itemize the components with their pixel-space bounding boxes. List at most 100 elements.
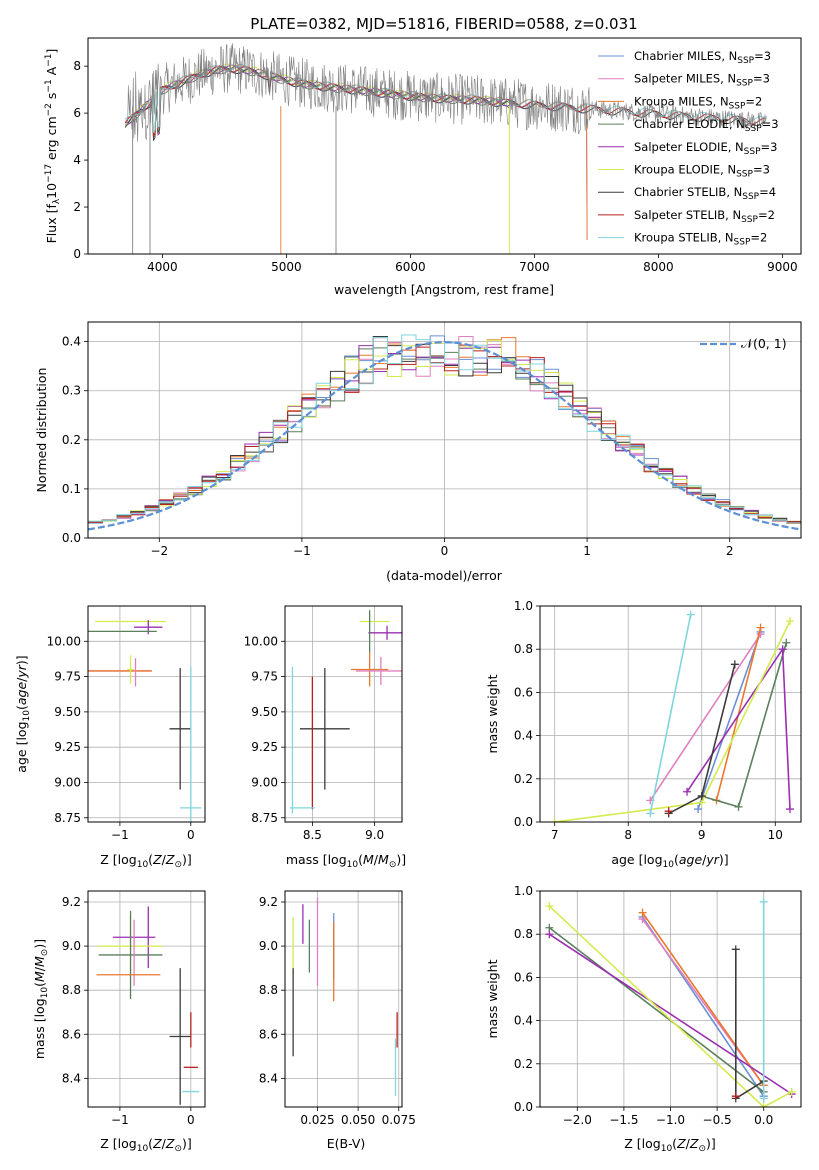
x-tick-label: 5000 (271, 260, 302, 274)
y-tick-label: 0.4 (514, 729, 533, 743)
label-part: SSP (736, 170, 753, 180)
weight-point-salpeter_stelib (664, 807, 673, 816)
y-tick-label: 0.0 (514, 1100, 533, 1114)
weight-point-kroupa_elodie (545, 902, 554, 911)
mass-vs-ebv-panel: 0.025 0.050 0.075 8.4 8.6 8.8 9.0 9.2 E(B-V) (259, 890, 416, 1151)
y-tick-label: 0.6 (514, 970, 533, 984)
y-tick-label: 8.4 (259, 1071, 278, 1085)
x-tick-label: 0.050 (341, 1113, 375, 1127)
label-part: )] (719, 852, 729, 867)
weight-point-kroupa_elodie (550, 818, 559, 822)
label-part: age (14, 682, 29, 706)
weight-line-salpeter_elodie (548, 933, 793, 1095)
label-part: ( (32, 982, 47, 987)
label-part: age [log (611, 852, 662, 867)
y-tick-label: 0.1 (62, 482, 81, 496)
y-tick-label: 8 (73, 59, 81, 73)
legend-label: Kroupa ELODIE, NSSP=3 (634, 163, 770, 180)
label-part: SSP (745, 124, 762, 134)
label-part: erg cm (44, 116, 59, 164)
y-axis-label: Normed distribution (34, 368, 49, 493)
label-part: / (32, 966, 47, 971)
weight-point-salpeter_elodie (785, 805, 794, 814)
label-part: ( (148, 1136, 153, 1151)
axes-frame (87, 37, 802, 255)
label-part: )] (182, 852, 192, 867)
label-part: M (363, 852, 374, 867)
y-tick-label: 9.00 (251, 775, 278, 789)
spectrum-panel: 4000 5000 6000 7000 8000 9000 0 2 4 6 8 wavelength … (44, 37, 802, 297)
y-tick-label: 0.0 (62, 531, 81, 545)
label-part: s (44, 93, 59, 104)
x-tick-label: 0.025 (300, 1113, 334, 1127)
y-tick-label: 9.75 (251, 670, 278, 684)
y-tick-label: 0 (73, 247, 81, 261)
x-tick-label: −1 (111, 828, 129, 842)
weight-point-salpeter_elodie (778, 645, 787, 654)
label-part: )] (396, 852, 406, 867)
label-part: age (679, 852, 703, 867)
label-part: SSP (744, 147, 761, 157)
plot-area (545, 897, 796, 1107)
weight-point-salpeter_elodie (545, 930, 554, 939)
x-tick-label: 10 (768, 828, 783, 842)
x-tick-label: 0.0 (754, 1113, 773, 1127)
label-part: −2 (44, 103, 54, 116)
label-part: SSP (729, 101, 746, 111)
y-tick-label: 9.00 (54, 775, 81, 789)
label-part: 10 (22, 710, 32, 722)
label-part: SSP (734, 238, 751, 248)
label-part: Kroupa MILES, N (634, 94, 729, 108)
label-part: f (44, 204, 59, 209)
x-tick-label: 1 (583, 544, 591, 558)
label-part: Chabrier MILES, N (634, 49, 737, 63)
label-part: −1 (44, 53, 54, 66)
y-tick-label: 8.75 (54, 811, 81, 825)
y-axis-label: mass [log10(M/M⊙)] (32, 939, 50, 1059)
y-tick-label: 8.6 (259, 1027, 278, 1041)
x-tick-label: 0 (441, 544, 449, 558)
label-part: / (702, 852, 707, 867)
y-tick-label: 0.4 (514, 1014, 533, 1028)
y-axis-label: age [log10(age/yr)] (14, 655, 32, 772)
plot-area (88, 620, 202, 822)
x-tick-label: 4000 (147, 260, 178, 274)
age-vs-mass-panel: 8.5 9.0 8.75 9.00 9.25 9.50 9.75 10.00 mass [log… (244, 605, 406, 870)
y-tick-label: 9.25 (54, 740, 81, 754)
y-tick-label: 0.8 (514, 927, 533, 941)
normal-curve (88, 341, 801, 531)
label-part: ( (148, 852, 153, 867)
y-tick-label: 4 (73, 153, 81, 167)
label-part: SSP (742, 192, 759, 202)
x-tick-label: 0 (187, 1113, 195, 1127)
x-axis-label: mass [log10(M/M⊙)] (286, 852, 406, 870)
label-part: Salpeter MILES, N (634, 72, 736, 86)
observed-spectrum (127, 43, 767, 142)
label-part: M (32, 971, 47, 982)
x-axis-label: (data-model)/error (386, 568, 503, 583)
y-tick-label: 0.6 (514, 685, 533, 699)
label-part: Flux [ (44, 209, 59, 244)
legend-label: Kroupa STELIB, NSSP=2 (634, 231, 767, 248)
weight-point-kroupa_stelib (759, 897, 768, 906)
y-tick-label: 10.00 (244, 634, 278, 648)
weight-point-salpeter_stelib (731, 1092, 740, 1101)
y-tick-label: 0.8 (514, 642, 533, 656)
label-part: yr (705, 852, 719, 867)
weight-line-kroupa_elodie (548, 905, 793, 1107)
y-tick-label: 8.8 (62, 983, 81, 997)
y-tick-label: 8.8 (259, 983, 278, 997)
plot-area (292, 897, 398, 1096)
weight-line-kroupa_stelib (649, 614, 692, 814)
label-part: =3 (754, 49, 771, 63)
x-axis-label: E(B-V) (327, 1136, 366, 1151)
y-tick-label: 8.75 (251, 811, 278, 825)
label-part: Chabrier ELODIE, N (634, 117, 745, 131)
mass-vs-metallicity-panel: −1 08.48.68.89.09.2Z [log10(Z/Z⊙)]mass [l… (32, 890, 206, 1154)
label-part: ⊙ (389, 860, 397, 870)
label-part: / (162, 1136, 167, 1151)
x-tick-label: 8000 (643, 260, 674, 274)
legend-label: Chabrier ELODIE, NSSP=3 (634, 117, 779, 134)
